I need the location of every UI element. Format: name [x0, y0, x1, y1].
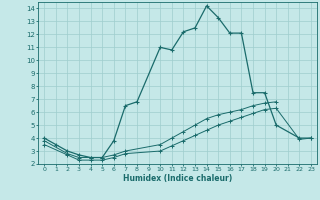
X-axis label: Humidex (Indice chaleur): Humidex (Indice chaleur) — [123, 174, 232, 183]
